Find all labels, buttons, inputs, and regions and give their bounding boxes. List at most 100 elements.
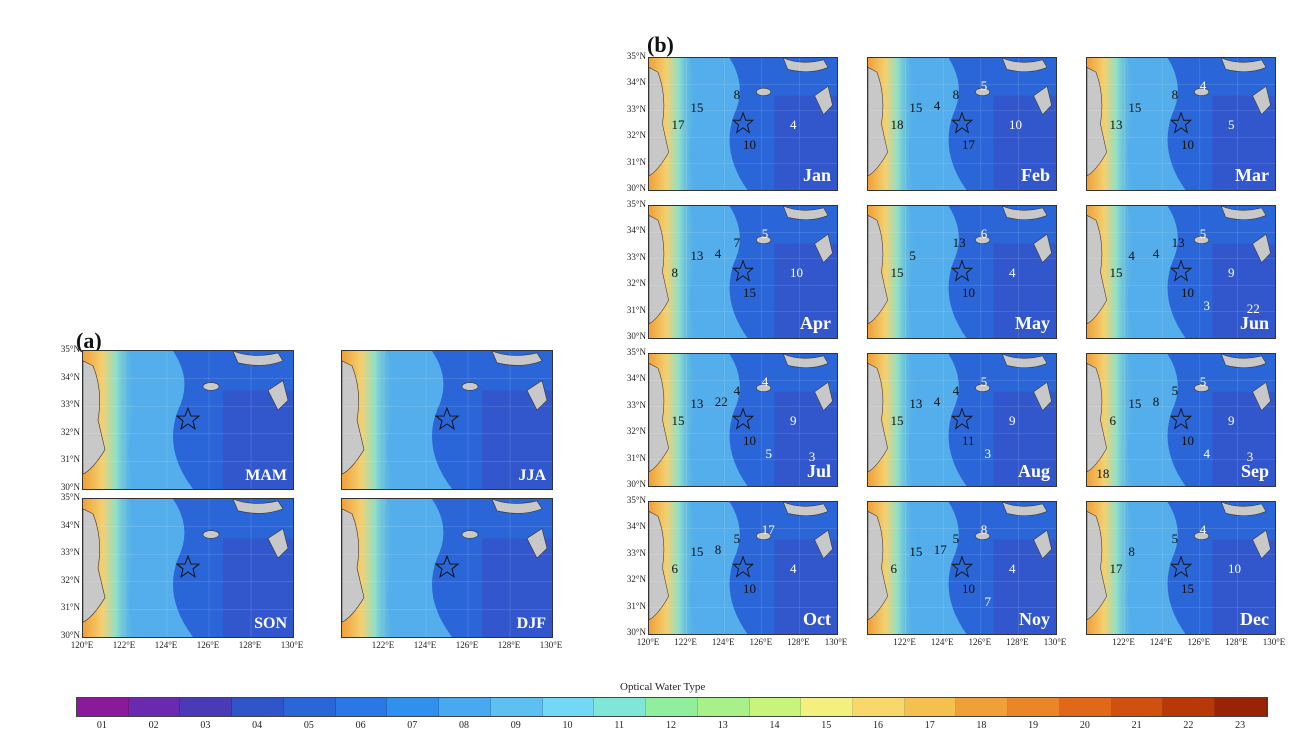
owt-class-number: 5 bbox=[980, 77, 988, 93]
colorbar-swatch-16 bbox=[853, 698, 905, 716]
owt-class-number: 3 bbox=[808, 449, 816, 465]
colorbar-swatch-17 bbox=[904, 698, 957, 716]
latitude-tick: 30°N bbox=[626, 331, 646, 341]
owt-class-number: 9 bbox=[1228, 413, 1235, 429]
latitude-tick: 31°N bbox=[626, 156, 646, 167]
colorbar-swatch-03 bbox=[180, 698, 233, 716]
latitude-tick: 32°N bbox=[626, 574, 646, 585]
owt-class-number: 22 bbox=[1246, 301, 1260, 317]
owt-class-number: 5 bbox=[1171, 531, 1179, 547]
colorbar-swatch-15 bbox=[801, 698, 854, 716]
colorbar-swatch-09 bbox=[490, 698, 543, 716]
map-panel-aug: Aug 4 13 15 11 9 5 4 3 bbox=[867, 353, 1057, 487]
owt-class-number: 15 bbox=[1128, 396, 1142, 412]
latitude-tick: 30°N bbox=[60, 482, 80, 492]
colorbar-swatch-22 bbox=[1163, 698, 1216, 716]
colorbar-label: 15 bbox=[821, 720, 832, 731]
map-panel-dec: Dec 5 8 17 15 10 4 bbox=[1086, 501, 1276, 635]
owt-class-number: 11 bbox=[962, 433, 975, 449]
longitude-tick: 126°E bbox=[968, 637, 992, 647]
latitude-tick: 35°N bbox=[626, 199, 646, 209]
owt-class-number: 4 bbox=[1128, 248, 1135, 264]
owt-class-number: 8 bbox=[733, 87, 741, 103]
colorbar-swatch-04 bbox=[232, 698, 284, 716]
owt-class-number: 9 bbox=[790, 413, 797, 429]
colorbar-swatch-12 bbox=[646, 698, 698, 716]
longitude-tick: 126°E bbox=[749, 637, 773, 647]
owt-class-number: 5 bbox=[765, 446, 773, 462]
map-panel-label: JJA bbox=[518, 467, 546, 484]
colorbar-swatch-05 bbox=[283, 698, 336, 716]
colorbar-swatch-08 bbox=[439, 698, 491, 716]
owt-class-number: 3 bbox=[1246, 449, 1254, 465]
longitude-tick: 130°E bbox=[539, 640, 563, 650]
longitude-tick: 120°E bbox=[636, 637, 660, 647]
owt-class-number: 8 bbox=[714, 541, 722, 557]
owt-class-number: 9 bbox=[1228, 265, 1235, 281]
owt-class-number: 13 bbox=[909, 396, 923, 412]
colorbar-swatch-23 bbox=[1215, 698, 1267, 716]
colorbar-swatch-01 bbox=[77, 698, 129, 716]
map-panel-mar: Mar 8 15 13 10 5 4 bbox=[1086, 57, 1276, 191]
longitude-tick: 122°E bbox=[112, 640, 136, 650]
longitude-tick: 130°E bbox=[1262, 637, 1286, 647]
latitude-tick: 35°N bbox=[626, 347, 646, 357]
owt-class-number: 8 bbox=[1152, 393, 1160, 409]
owt-class-number: 5 bbox=[761, 225, 769, 241]
map-panel-label: Jun bbox=[1239, 313, 1269, 333]
colorbar-label: 10 bbox=[562, 720, 573, 731]
colorbar-label: 06 bbox=[355, 720, 366, 731]
latitude-tick: 31°N bbox=[626, 600, 646, 611]
colorbar-swatch-20 bbox=[1059, 698, 1112, 716]
longitude-tick: 120°E bbox=[70, 640, 94, 650]
colorbar-label: 04 bbox=[252, 720, 263, 731]
owt-class-number: 15 bbox=[909, 100, 923, 116]
latitude-tick: 30°N bbox=[626, 479, 646, 489]
longitude-tick: 128°E bbox=[1225, 637, 1248, 647]
map-panel-feb: Feb 8 15 18 17 10 5 4 bbox=[867, 57, 1057, 191]
map-panel-mam: MAM bbox=[82, 350, 294, 490]
owt-class-number: 15 bbox=[909, 544, 923, 560]
owt-class-number: 5 bbox=[952, 531, 960, 547]
map-panel-label: Aug bbox=[1017, 461, 1050, 481]
map-panel-jan: Jan 8 15 17 10 4 bbox=[648, 57, 838, 191]
owt-class-number: 9 bbox=[1009, 413, 1016, 429]
owt-class-number: 18 bbox=[1096, 466, 1110, 482]
colorbar-label: 07 bbox=[407, 720, 418, 731]
owt-class-number: 4 bbox=[952, 383, 960, 399]
owt-class-number: 6 bbox=[980, 225, 988, 241]
owt-class-number: 13 bbox=[690, 396, 704, 412]
longitude-tick: 126°E bbox=[455, 640, 479, 650]
latitude-tick: 33°N bbox=[60, 547, 80, 558]
map-panel-label: May bbox=[1015, 313, 1050, 333]
colorbar-label: 14 bbox=[769, 720, 780, 731]
colorbar-label: 05 bbox=[303, 720, 314, 731]
latitude-tick: 35°N bbox=[626, 495, 646, 505]
colorbar-label: 18 bbox=[976, 720, 987, 731]
owt-class-number: 5 bbox=[733, 531, 741, 547]
latitude-tick: 31°N bbox=[60, 602, 80, 613]
latitude-tick: 34°N bbox=[626, 521, 646, 532]
owt-class-number: 10 bbox=[743, 137, 756, 153]
owt-class-number: 15 bbox=[890, 265, 904, 281]
owt-class-number: 4 bbox=[1009, 561, 1016, 577]
longitude-tick: 128°E bbox=[787, 637, 810, 647]
owt-class-number: 13 bbox=[952, 235, 966, 251]
map-panel-noy: Noy 5 15 6 10 4 8 17 7 bbox=[867, 501, 1057, 635]
owt-class-number: 4 bbox=[1203, 446, 1211, 462]
longitude-tick: 124°E bbox=[1149, 637, 1173, 647]
map-panel-label: Feb bbox=[1021, 165, 1050, 185]
colorbar-label: 11 bbox=[614, 720, 625, 731]
owt-class-number: 15 bbox=[690, 100, 704, 116]
longitude-tick: 130°E bbox=[280, 640, 304, 650]
colorbar-swatch-14 bbox=[749, 698, 802, 716]
longitude-tick: 126°E bbox=[196, 640, 220, 650]
latitude-tick: 30°N bbox=[60, 630, 80, 640]
latitude-tick: 32°N bbox=[626, 130, 646, 141]
map-panel-label: Sep bbox=[1240, 461, 1269, 481]
owt-class-number: 18 bbox=[890, 117, 904, 133]
colorbar-swatch-06 bbox=[335, 698, 388, 716]
colorbar-label: 12 bbox=[666, 720, 676, 731]
colorbar bbox=[76, 697, 1268, 717]
map-panel-label: Noy bbox=[1019, 609, 1050, 629]
